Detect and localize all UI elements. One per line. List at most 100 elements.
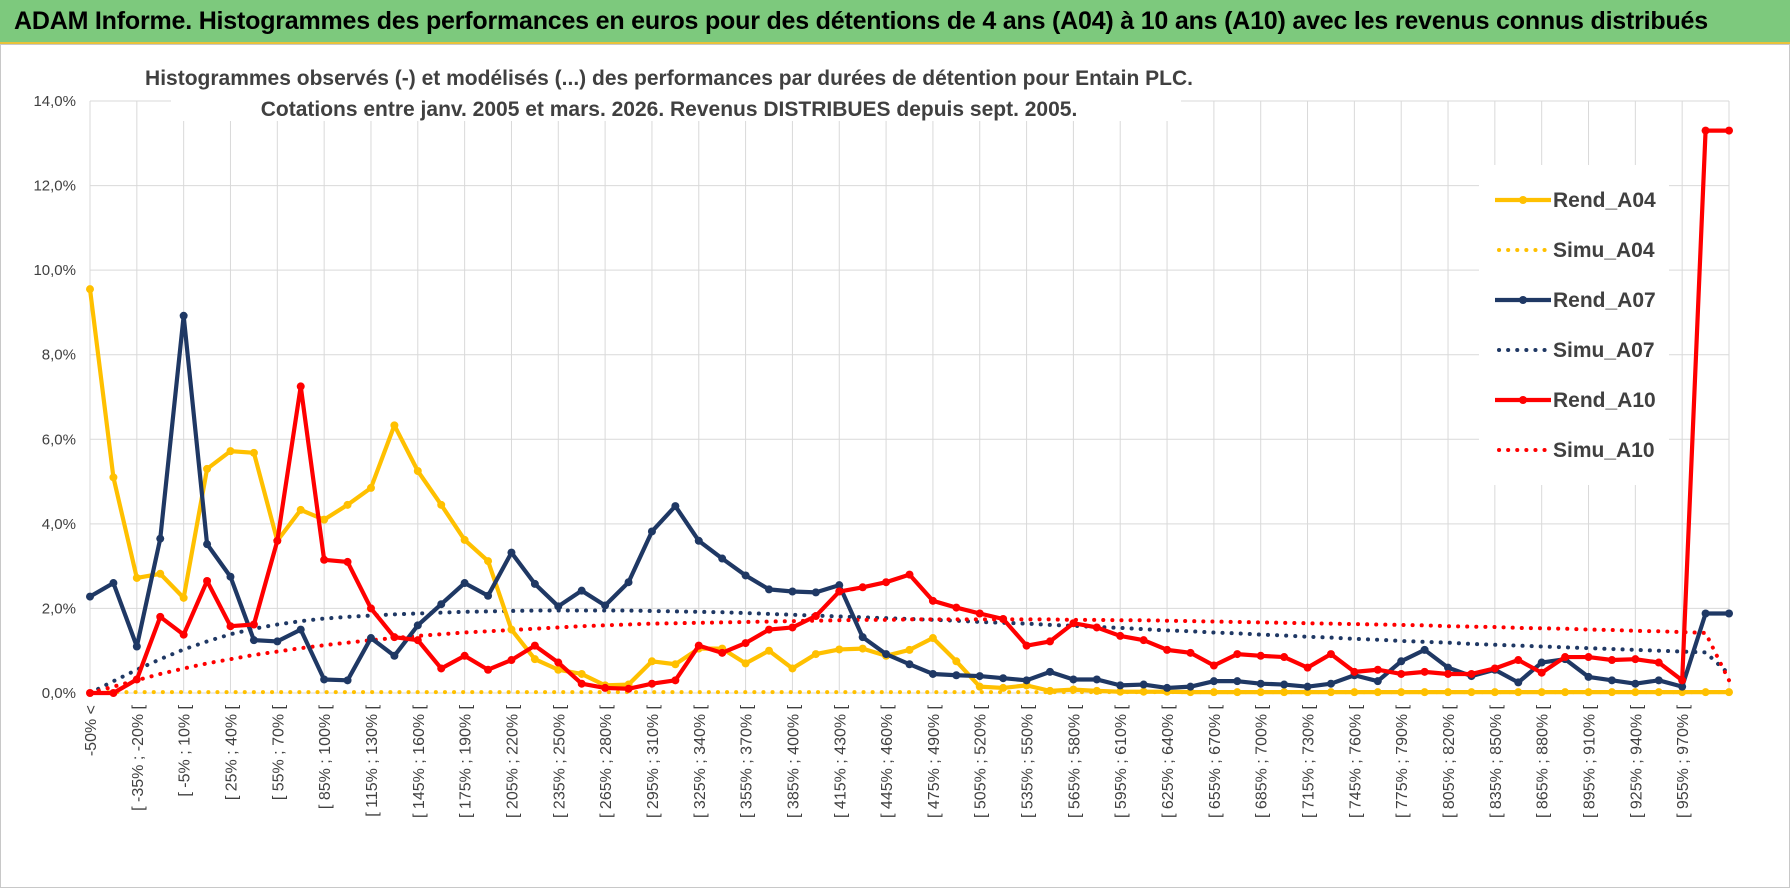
data-point-Rend_A04 (1631, 688, 1640, 697)
x-tick-label: [ 205% ; 220% [ (504, 704, 521, 818)
data-point-Rend_A04 (296, 505, 305, 514)
data-point-Rend_A10 (203, 576, 212, 585)
data-point-Rend_A10 (460, 651, 469, 660)
data-point-Rend_A04 (1444, 688, 1453, 697)
x-axis-ticks: -50% < [ -35% ; -20% [[ -5% ; 10% [[ 25% … (83, 704, 1692, 818)
data-point-Rend_A04 (1209, 688, 1218, 697)
data-point-Rend_A04 (577, 669, 586, 678)
data-point-Rend_A10 (999, 615, 1008, 623)
data-point-Rend_A07 (1725, 609, 1733, 618)
x-tick-label: [ -5% ; 10% [ (177, 704, 194, 796)
data-point-Rend_A04 (554, 665, 563, 674)
data-point-Rend_A07 (1186, 682, 1195, 691)
legend-item-Rend_A04: Rend_A04 (1495, 189, 1656, 212)
data-point-Rend_A10 (694, 641, 703, 650)
data-point-Rend_A10 (1303, 663, 1312, 672)
data-point-Rend_A04 (1350, 688, 1359, 697)
data-point-Rend_A04 (1584, 688, 1593, 697)
data-point-Rend_A10 (413, 636, 422, 645)
data-point-Rend_A04 (86, 285, 94, 294)
data-point-Rend_A07 (484, 591, 493, 600)
data-point-Rend_A07 (1022, 676, 1031, 685)
data-point-Rend_A04 (858, 644, 867, 653)
data-point-Rend_A10 (928, 596, 937, 605)
grid-layer (89, 100, 1730, 694)
legend-item-Simu_A07: Simu_A07 (1497, 339, 1655, 362)
data-point-Rend_A07 (460, 579, 469, 588)
legend-label: Simu_A04 (1553, 239, 1655, 262)
x-tick-label: [ 715% ; 730% [ (1301, 704, 1318, 818)
y-axis-ticks: 0,0% 2,0% 4,0% 6,0% 8,0% 10,0% 12,0% 14,0% (33, 93, 76, 702)
data-point-Rend_A10 (1186, 648, 1195, 657)
data-point-Rend_A07 (1607, 676, 1616, 685)
data-point-Rend_A10 (1350, 667, 1359, 676)
data-point-Rend_A10 (952, 603, 961, 612)
data-point-Rend_A10 (156, 612, 165, 621)
data-point-Rend_A07 (1069, 675, 1078, 684)
data-point-Rend_A10 (1561, 653, 1570, 662)
data-point-Rend_A04 (1280, 688, 1289, 697)
chart-title-background (171, 63, 1181, 121)
data-point-Rend_A07 (1280, 680, 1289, 689)
data-point-Rend_A07 (413, 621, 422, 630)
data-point-Rend_A10 (109, 689, 118, 697)
data-point-Rend_A07 (366, 634, 375, 643)
data-point-Rend_A10 (1514, 656, 1523, 665)
x-tick-label: [ 415% ; 430% [ (832, 704, 849, 818)
data-point-Rend_A10 (671, 676, 680, 685)
data-point-Rend_A10 (1607, 656, 1616, 665)
x-tick-label: [ 325% ; 340% [ (692, 704, 709, 818)
x-tick-label: [ 445% ; 460% [ (879, 704, 896, 818)
data-point-Rend_A04 (1701, 688, 1710, 697)
data-point-Rend_A04 (1139, 687, 1148, 696)
y-tick-label: 6,0% (42, 431, 76, 448)
data-point-Rend_A07 (1045, 667, 1054, 676)
legend-label: Simu_A10 (1553, 439, 1655, 462)
data-point-Rend_A10 (507, 656, 516, 665)
data-point-Rend_A04 (1678, 688, 1687, 697)
data-point-Rend_A04 (413, 467, 422, 475)
data-point-Rend_A04 (1420, 688, 1429, 697)
data-point-Rend_A04 (460, 535, 469, 544)
data-point-Rend_A04 (1467, 688, 1476, 697)
data-point-Rend_A07 (1326, 679, 1335, 688)
data-point-Rend_A10 (577, 679, 586, 688)
data-point-Rend_A07 (671, 502, 680, 511)
data-point-Rend_A10 (366, 604, 375, 613)
data-point-Rend_A07 (788, 587, 797, 596)
data-point-Rend_A10 (1045, 637, 1054, 646)
data-point-Rend_A04 (975, 682, 984, 691)
data-point-Rend_A10 (741, 639, 750, 648)
data-point-Rend_A07 (226, 572, 235, 581)
data-point-Rend_A07 (437, 600, 446, 609)
data-point-Rend_A04 (1561, 688, 1570, 697)
data-point-Rend_A07 (624, 578, 633, 587)
data-point-Rend_A10 (226, 622, 235, 631)
data-point-Rend_A07 (1233, 677, 1242, 686)
x-tick-label: [ 85% ; 100% [ (317, 704, 334, 809)
x-tick-label: [ 565% ; 580% [ (1066, 704, 1083, 818)
data-point-Rend_A07 (1163, 683, 1172, 692)
data-point-Rend_A10 (1209, 661, 1218, 670)
data-point-Rend_A10 (1725, 126, 1733, 135)
data-point-Rend_A04 (647, 657, 656, 666)
data-point-Rend_A04 (1725, 688, 1733, 697)
data-point-Rend_A10 (788, 623, 797, 632)
x-tick-label: [ 865% ; 880% [ (1535, 704, 1552, 818)
data-point-Rend_A04 (1373, 688, 1382, 697)
data-point-Rend_A07 (273, 637, 282, 646)
data-point-Rend_A07 (109, 579, 118, 588)
data-point-Rend_A07 (1139, 680, 1148, 689)
data-point-Rend_A07 (1420, 645, 1429, 654)
x-tick-label: [ 145% ; 160% [ (411, 704, 428, 818)
x-tick-label: [ 925% ; 940% [ (1628, 704, 1645, 818)
data-point-Rend_A04 (835, 645, 844, 654)
data-point-Rend_A10 (765, 625, 774, 634)
data-point-Rend_A07 (718, 554, 727, 563)
data-point-Rend_A10 (647, 679, 656, 688)
data-point-Rend_A04 (507, 625, 516, 634)
x-tick-label: [ 295% ; 310% [ (645, 704, 662, 818)
x-tick-label: [ 625% ; 640% [ (1160, 704, 1177, 818)
data-point-Rend_A07 (1116, 681, 1125, 690)
data-point-Rend_A07 (647, 527, 656, 536)
